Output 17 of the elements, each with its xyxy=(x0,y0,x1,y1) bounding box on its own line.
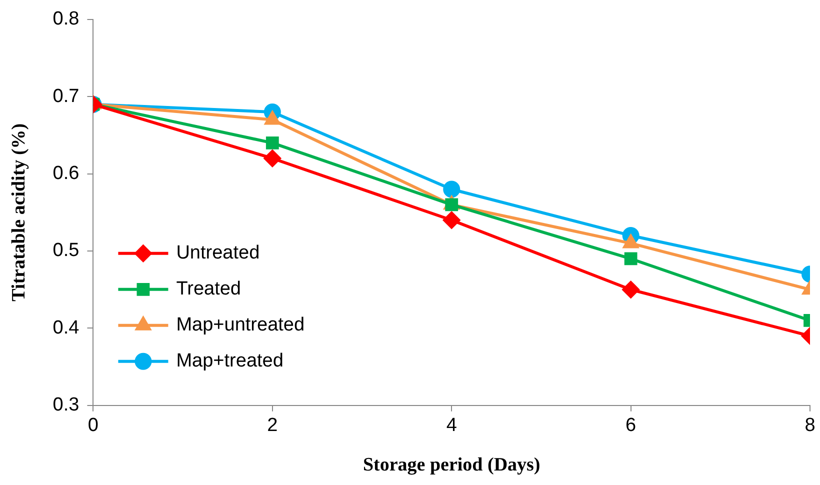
x-tick-label: 2 xyxy=(267,415,278,436)
legend-label: Map+untreated xyxy=(176,314,305,336)
x-tick-label: 0 xyxy=(88,415,98,436)
y-tick-label: 0.8 xyxy=(52,8,80,30)
x-tick-label: 8 xyxy=(804,415,816,436)
legend-label: Treated xyxy=(176,278,241,300)
y-tick-label: 0.5 xyxy=(52,240,80,262)
y-axis-title: Titratable acidity (%) xyxy=(8,123,30,302)
y-tick-label: 0.4 xyxy=(52,317,80,338)
y-tick-label: 0.3 xyxy=(52,394,80,416)
x-tick-label: 6 xyxy=(626,415,636,436)
y-tick-label: 0.7 xyxy=(52,86,80,107)
y-tick-label: 0.6 xyxy=(52,163,80,184)
legend-label: Untreated xyxy=(176,242,260,264)
x-tick-label: 4 xyxy=(446,415,458,436)
legend-label: Map+treated xyxy=(176,350,284,372)
x-axis-title: Storage period (Days) xyxy=(362,454,540,476)
